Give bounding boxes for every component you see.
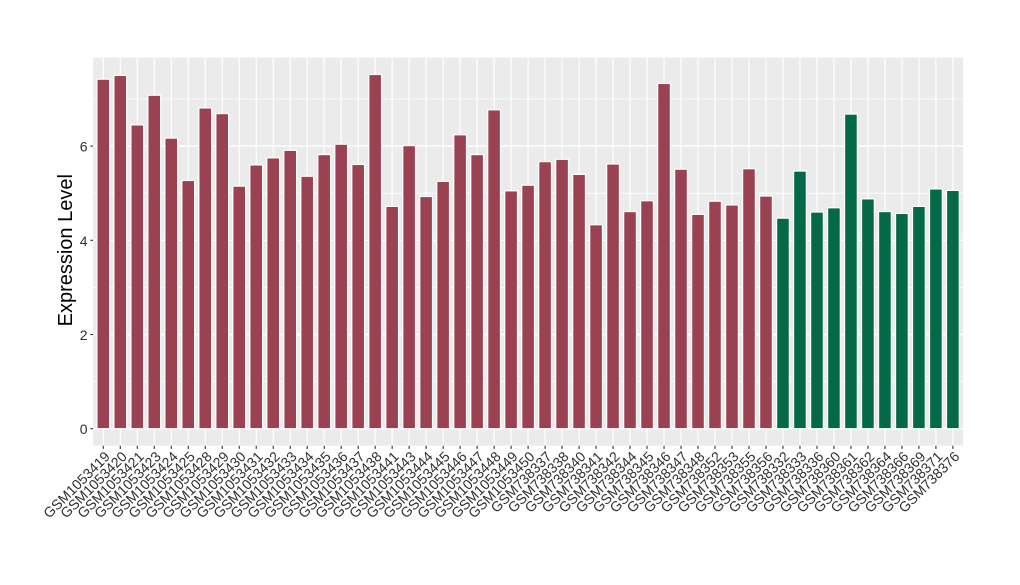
- svg-text:2: 2: [80, 327, 88, 343]
- svg-text:Expression Level: Expression Level: [55, 174, 77, 326]
- svg-text:0: 0: [80, 421, 88, 437]
- svg-text:4: 4: [80, 233, 88, 249]
- svg-text:6: 6: [80, 139, 88, 155]
